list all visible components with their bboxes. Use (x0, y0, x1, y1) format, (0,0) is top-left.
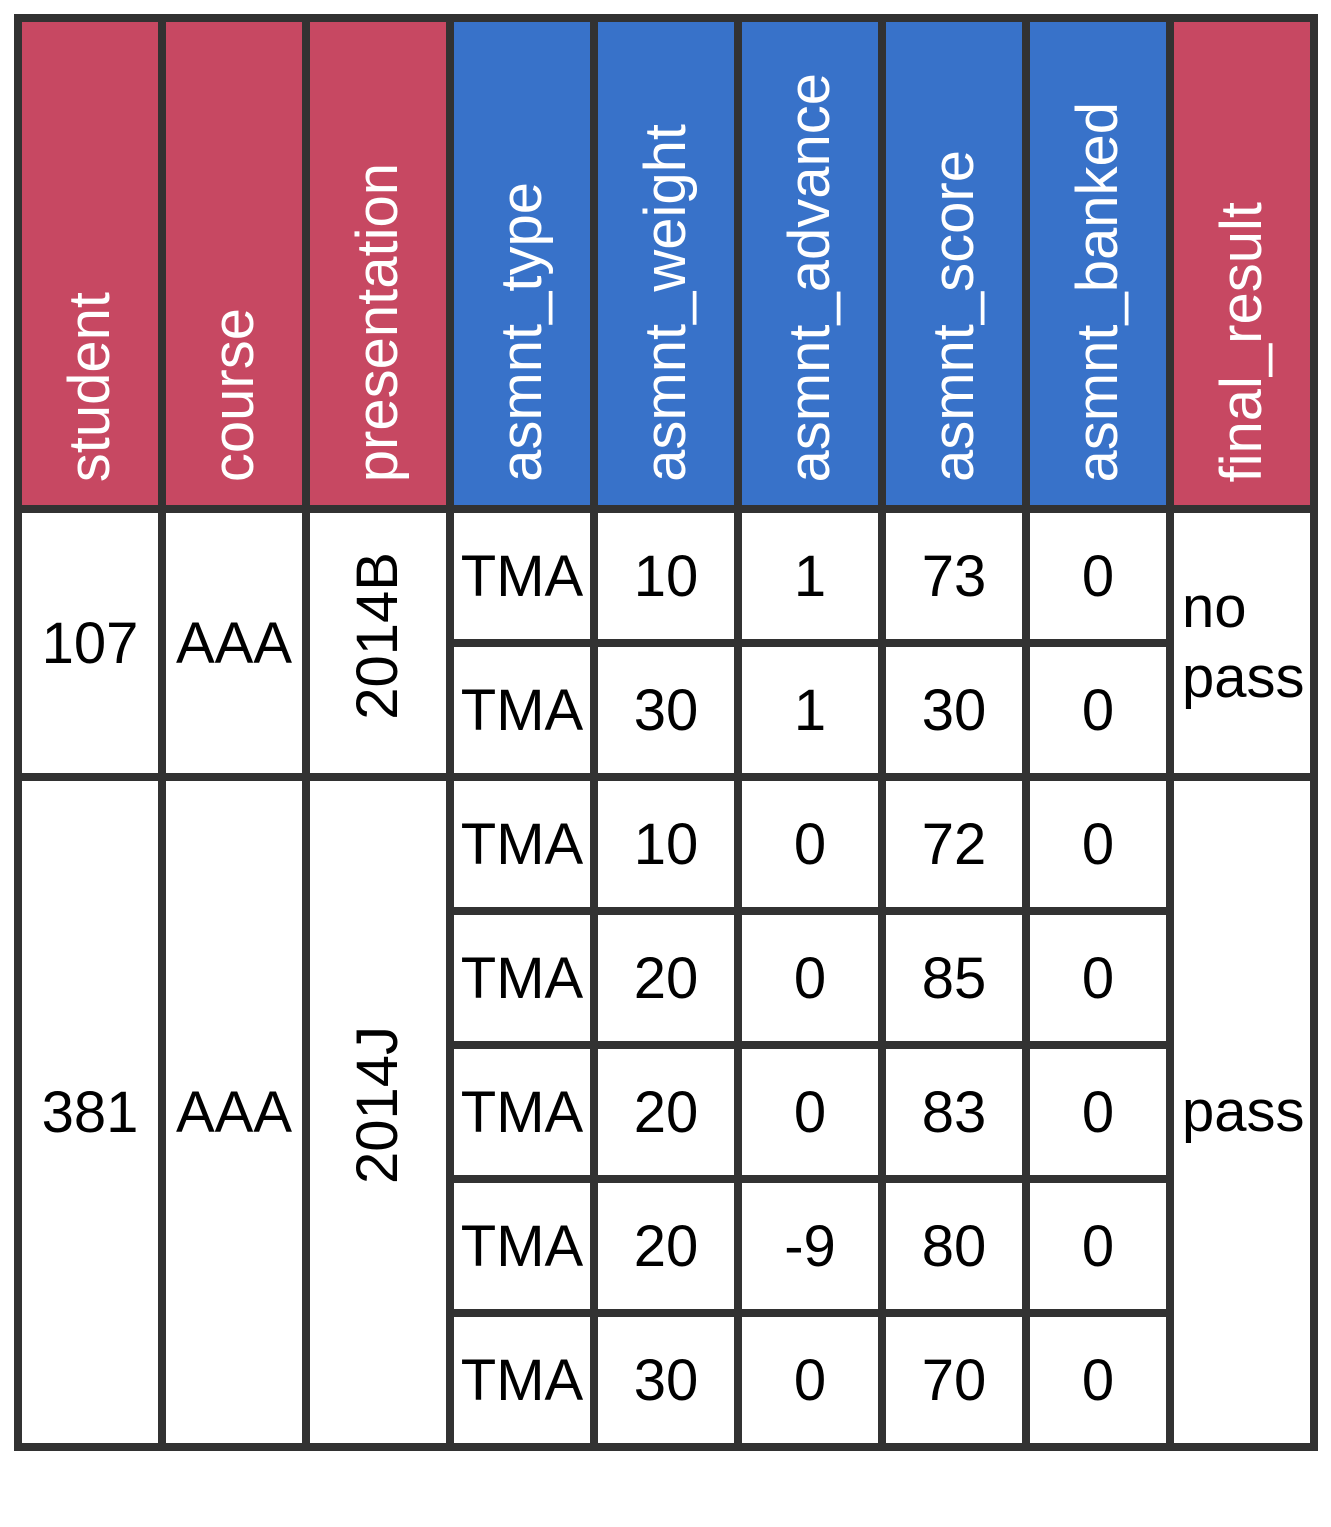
cell-asmnt-weight: 20 (590, 1041, 742, 1183)
table-row: TMA 20 -9 80 0 (18, 1175, 1314, 1317)
cell-asmnt-type: TMA (446, 1041, 598, 1183)
cell-asmnt-score: 72 (878, 773, 1030, 915)
cell-asmnt-banked: 0 (1022, 639, 1174, 781)
cell-course: AAA (158, 505, 310, 781)
header-asmnt-weight: asmnt_weight (590, 14, 742, 513)
cell-asmnt-advance: -9 (734, 1175, 886, 1317)
cell-asmnt-advance: 0 (734, 773, 886, 915)
cell-asmnt-banked: 0 (1022, 1175, 1174, 1317)
cell-asmnt-score: 30 (878, 639, 1030, 781)
cell-presentation: 2014B (302, 505, 454, 781)
cell-asmnt-advance: 1 (734, 505, 886, 647)
cell-asmnt-type: TMA (446, 639, 598, 781)
cell-asmnt-advance: 0 (734, 907, 886, 1049)
header-student-label: student (56, 291, 122, 482)
header-final-result-label: final_result (1208, 201, 1274, 482)
cell-asmnt-score: 73 (878, 505, 1030, 647)
table-row: 381 AAA 2014J TMA 10 0 72 0 pass (14, 773, 1318, 1451)
cell-asmnt-weight: 10 (590, 505, 742, 647)
cell-final-result: pass (1166, 773, 1318, 1451)
cell-asmnt-type: TMA (446, 1175, 598, 1317)
header-course-label: course (200, 307, 266, 482)
presentation-label: 2014J (344, 1025, 410, 1185)
cell-asmnt-advance: 1 (734, 639, 886, 781)
header-asmnt-score: asmnt_score (878, 14, 1030, 513)
header-course: course (158, 14, 310, 513)
cell-asmnt-advance: 0 (734, 1041, 886, 1183)
header-asmnt-type: asmnt_type (446, 14, 598, 513)
cell-asmnt-type: TMA (446, 907, 598, 1049)
table-row: TMA 20 0 85 0 (18, 907, 1314, 1049)
cell-asmnt-score: 80 (878, 1175, 1030, 1317)
cell-asmnt-banked: 0 (1022, 505, 1174, 647)
header-student: student (14, 14, 166, 513)
cell-asmnt-type: TMA (446, 505, 598, 647)
header-asmnt-banked: asmnt_banked (1022, 14, 1174, 513)
table-row: TMA 30 0 70 0 (18, 1309, 1314, 1451)
cell-asmnt-weight: 30 (590, 639, 742, 781)
cell-asmnt-advance: 0 (734, 1309, 886, 1451)
cell-asmnt-score: 83 (878, 1041, 1030, 1183)
header-asmnt-score-label: asmnt_score (920, 149, 986, 482)
cell-asmnt-weight: 20 (590, 907, 742, 1049)
student-assessments-table: student course presentation asmnt_type a… (14, 14, 1318, 1451)
cell-asmnt-type: TMA (446, 773, 598, 915)
header-asmnt-type-label: asmnt_type (488, 182, 554, 482)
cell-asmnt-weight: 30 (590, 1309, 742, 1451)
cell-asmnt-banked: 0 (1022, 1041, 1174, 1183)
header-asmnt-advance-label: asmnt_advance (776, 72, 842, 482)
cell-presentation: 2014J (302, 773, 454, 1451)
cell-course: AAA (158, 773, 310, 1451)
presentation-label: 2014B (344, 552, 410, 720)
cell-student: 381 (14, 773, 166, 1451)
header-final-result: final_result (1166, 14, 1318, 513)
cell-asmnt-banked: 0 (1022, 1309, 1174, 1451)
cell-final-result: no pass (1166, 505, 1318, 781)
header-asmnt-banked-label: asmnt_banked (1064, 101, 1130, 482)
cell-asmnt-weight: 10 (590, 773, 742, 915)
cell-asmnt-score: 70 (878, 1309, 1030, 1451)
cell-asmnt-type: TMA (446, 1309, 598, 1451)
header-presentation: presentation (302, 14, 454, 513)
table-row: TMA 20 0 83 0 (18, 1041, 1314, 1183)
cell-asmnt-banked: 0 (1022, 907, 1174, 1049)
cell-asmnt-banked: 0 (1022, 773, 1174, 915)
cell-asmnt-score: 85 (878, 907, 1030, 1049)
cell-asmnt-weight: 20 (590, 1175, 742, 1317)
header-row: student course presentation asmnt_type a… (14, 14, 1318, 513)
header-asmnt-advance: asmnt_advance (734, 14, 886, 513)
table-row: TMA 30 1 30 0 (18, 639, 1314, 781)
header-asmnt-weight-label: asmnt_weight (632, 124, 698, 482)
cell-student: 107 (14, 505, 166, 781)
table-row: 107 AAA 2014B TMA 10 1 73 0 no pass (14, 505, 1318, 781)
header-presentation-label: presentation (344, 162, 410, 482)
